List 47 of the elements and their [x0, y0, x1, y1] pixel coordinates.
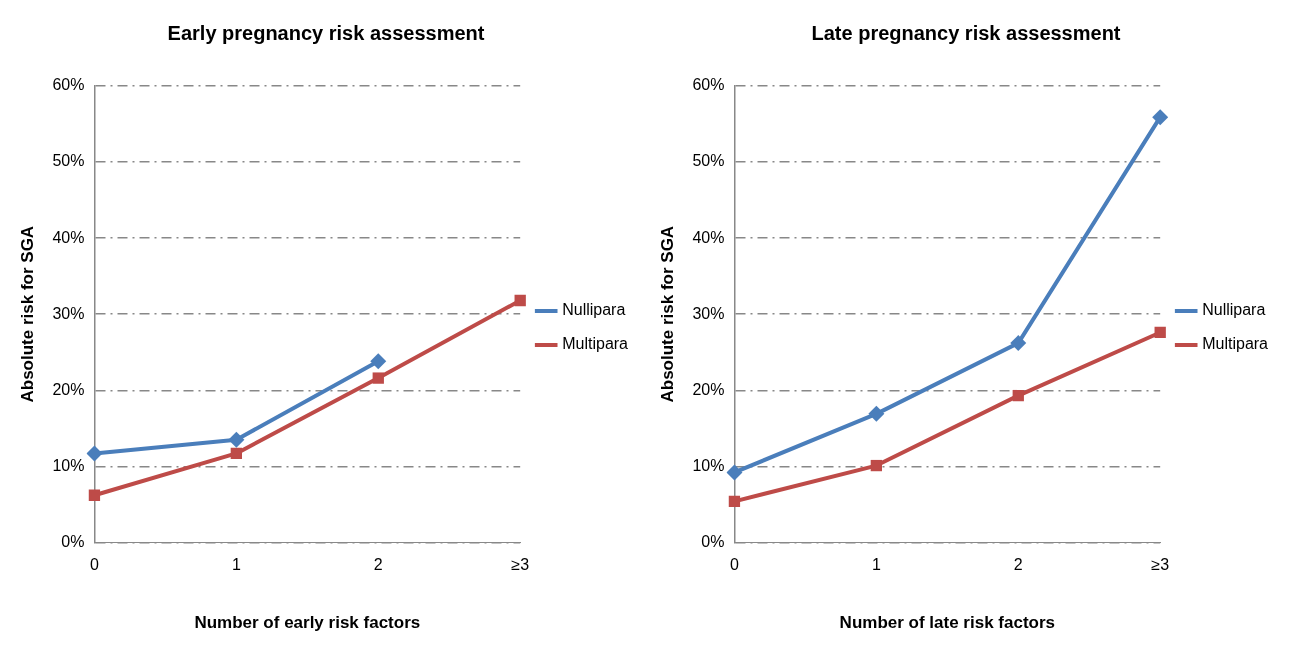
point [726, 464, 743, 481]
legend-label: Multipara [562, 335, 629, 353]
point [868, 405, 885, 422]
point [1152, 109, 1169, 126]
point [86, 445, 103, 462]
point [1012, 389, 1024, 402]
y-tick-label: 20% [52, 380, 85, 398]
y-tick-label: 10% [692, 456, 725, 474]
x-axis-title: Number of early risk factors [194, 613, 421, 633]
x-tick-label: 0 [89, 556, 99, 574]
point [1154, 326, 1166, 339]
y-tick-label: 40% [52, 228, 85, 246]
point [728, 495, 741, 507]
x-tick-label: 0 [729, 556, 739, 574]
y-tick-label: 20% [692, 380, 725, 398]
y-axis-title: Absolute risk for SGA [657, 225, 677, 403]
x-tick-label: ≥3 [511, 556, 530, 574]
x-tick-label: ≥3 [1151, 556, 1170, 574]
y-tick-label: 50% [692, 152, 725, 170]
y-tick-label: 30% [52, 304, 85, 322]
x-axis-title: Number of late risk factors [839, 613, 1056, 633]
y-tick-label: 40% [692, 228, 725, 246]
y-tick-label: 60% [692, 76, 725, 94]
y-axis-title: Absolute risk for SGA [17, 225, 37, 403]
point [514, 294, 526, 307]
point [228, 431, 245, 448]
x-tick-label: 1 [871, 556, 881, 574]
y-tick-label: 60% [52, 76, 85, 94]
y-tick-label: 0% [701, 532, 725, 550]
x-tick-label: 2 [1013, 556, 1023, 574]
x-tick-label: 2 [373, 556, 383, 574]
point [372, 372, 384, 384]
legend-label: Nullipara [562, 301, 626, 319]
chart-title: Early pregnancy risk assessment [167, 21, 485, 44]
y-tick-label: 0% [61, 532, 85, 550]
point [1010, 335, 1027, 352]
y-tick-label: 10% [52, 456, 85, 474]
y-tick-label: 30% [692, 304, 725, 322]
point [370, 353, 387, 370]
point [230, 447, 242, 460]
x-tick-label: 1 [231, 556, 241, 574]
legend-label: Multipara [1202, 335, 1269, 353]
point [88, 489, 101, 501]
point [870, 459, 882, 472]
legend-label: Nullipara [1202, 301, 1266, 319]
y-tick-label: 50% [52, 152, 85, 170]
chart-title: Late pregnancy risk assessment [811, 21, 1121, 44]
